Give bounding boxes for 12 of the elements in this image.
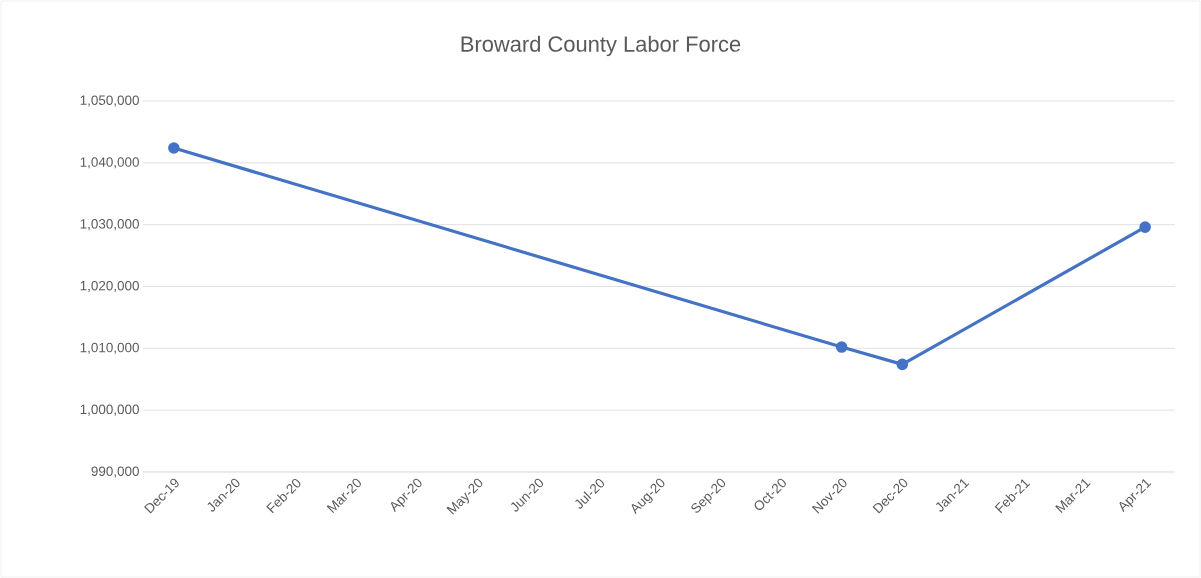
y-tick-label: 1,020,000 <box>80 280 139 293</box>
y-tick-label: 1,050,000 <box>80 95 139 107</box>
y-tick-label: 1,010,000 <box>80 342 139 354</box>
point <box>168 142 180 154</box>
y-tick-label: 1,000,000 <box>80 404 139 416</box>
point <box>896 358 909 371</box>
point <box>835 341 848 353</box>
y-tick-label: 990,000 <box>91 466 139 478</box>
y-tick-label: 1,040,000 <box>80 157 139 169</box>
y-tick-label: 1,030,000 <box>80 219 139 231</box>
chart-title: Broward County Labor Force <box>461 35 741 57</box>
point <box>1139 221 1151 233</box>
